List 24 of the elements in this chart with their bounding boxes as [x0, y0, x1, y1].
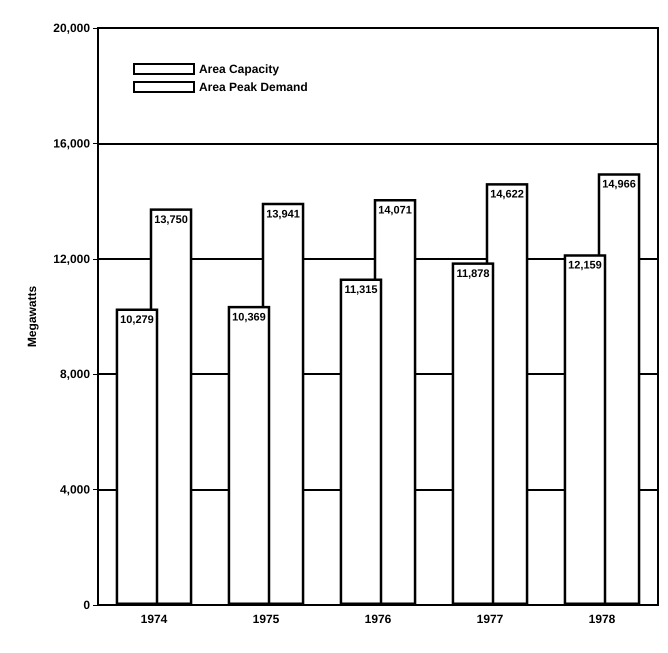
x-tick-label: 1976: [364, 612, 392, 626]
data-label: 11,878: [456, 268, 490, 280]
y-tick-label: 12,000: [53, 252, 90, 266]
y-tick-label: 0: [83, 598, 90, 612]
y-tick-label: 4,000: [60, 482, 90, 497]
y-tick-label: 20,000: [53, 21, 90, 35]
data-label: 13,750: [154, 214, 188, 226]
data-label: 10,369: [232, 311, 266, 324]
x-tick-label: 1974: [140, 612, 168, 626]
x-tick-label: 1977: [476, 612, 504, 626]
legend-label: Area Peak Demand: [199, 80, 308, 94]
y-axis-title: Megawatts: [25, 286, 39, 348]
data-label: 11,315: [344, 284, 378, 296]
data-label: 14,622: [490, 188, 524, 201]
legend-label: Area Capacity: [199, 62, 280, 76]
data-label: 14,966: [602, 178, 636, 191]
x-tick-label: 1975: [252, 612, 280, 626]
x-tick-label: 1978: [588, 612, 616, 626]
data-label: 12,159: [568, 260, 602, 272]
data-label: 13,941: [266, 208, 300, 220]
data-label: 10,279: [120, 314, 154, 326]
y-tick-label: 16,000: [53, 136, 90, 150]
data-label: 14,071: [378, 204, 412, 217]
y-tick-label: 8,000: [60, 367, 90, 382]
